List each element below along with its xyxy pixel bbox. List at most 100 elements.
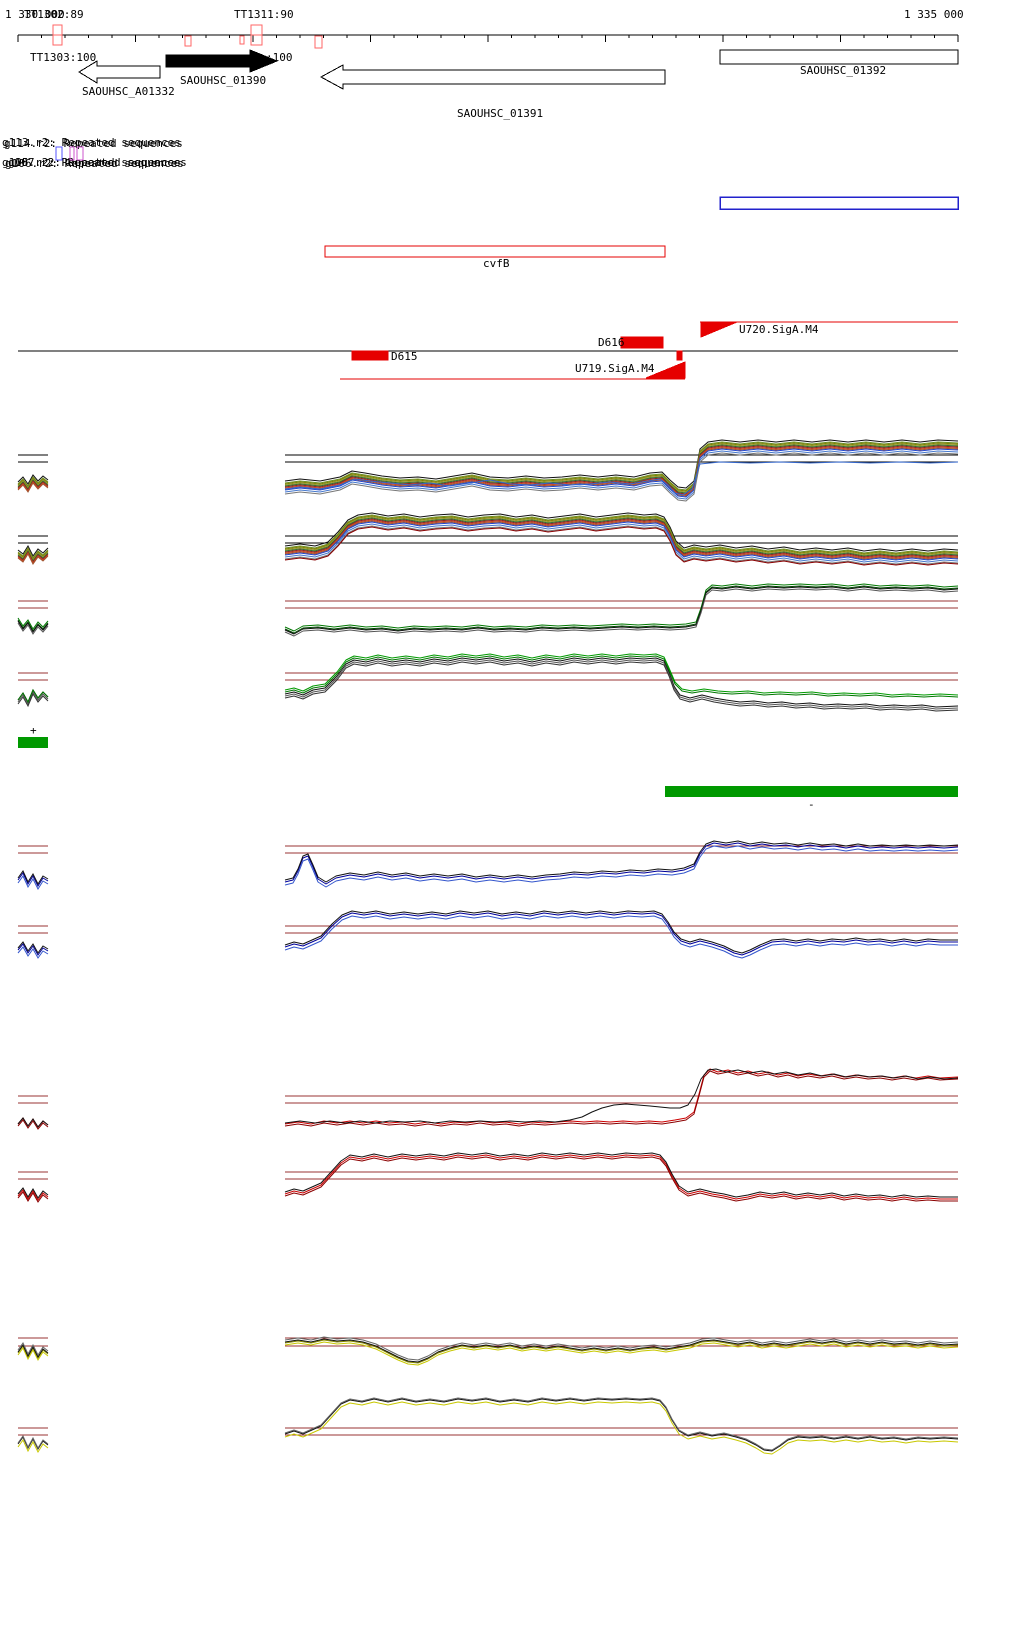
mini-series-line bbox=[17, 622, 49, 635]
ruler-feature-marker[interactable] bbox=[52, 34, 63, 46]
expression-track-yellow-down[interactable] bbox=[17, 1397, 959, 1455]
plus-strand-box[interactable] bbox=[18, 737, 48, 748]
expression-track-green-down[interactable] bbox=[17, 653, 959, 712]
series-line bbox=[284, 1397, 959, 1451]
gene-glyph[interactable] bbox=[165, 49, 279, 73]
series-line bbox=[284, 526, 959, 566]
terminator-box[interactable] bbox=[676, 350, 683, 361]
ruler-feature-marker[interactable] bbox=[250, 34, 263, 46]
mini-series-line bbox=[17, 875, 49, 891]
regulatory-label: U719.SigA.M4 bbox=[575, 362, 655, 375]
series-line bbox=[284, 661, 959, 712]
blue-feature-box[interactable] bbox=[719, 196, 959, 210]
gene-annotation-track[interactable]: SAOUHSC_A01332 SAOUHSC_01390 SAOUHSC_01391… bbox=[30, 49, 959, 120]
series-line bbox=[284, 448, 959, 498]
series-line bbox=[284, 441, 959, 491]
series-line bbox=[284, 1152, 958, 1198]
repeat-track-label: g107.r2: Repeated sequences bbox=[8, 156, 187, 169]
ruler-label: 1 335 000 bbox=[904, 8, 964, 21]
mini-series-line bbox=[17, 617, 49, 630]
gene-SAOUHSC_A01332[interactable]: SAOUHSC_A01332 bbox=[78, 60, 175, 98]
ruler-feature-marker[interactable] bbox=[52, 24, 63, 36]
series-line bbox=[284, 845, 959, 888]
expression-track-yellow-up[interactable] bbox=[17, 1336, 959, 1366]
expression-track-blue-up[interactable] bbox=[17, 840, 959, 891]
ruler-feature-marker[interactable] bbox=[239, 35, 245, 45]
expression-plot-tracks[interactable] bbox=[17, 439, 959, 1455]
mini-series-line bbox=[17, 943, 49, 956]
terminator-promoter-track[interactable]: D615 D616 U719.SigA.M4 U720.SigA.M4 bbox=[18, 321, 958, 380]
cvfb-label: cvfB bbox=[483, 257, 510, 270]
expression-track-green-up[interactable] bbox=[17, 583, 959, 637]
series-line bbox=[284, 515, 959, 555]
promoter-flag-icon[interactable] bbox=[700, 321, 738, 338]
series-line bbox=[284, 512, 959, 552]
mini-series-line bbox=[17, 620, 49, 633]
series-line bbox=[284, 1156, 958, 1202]
mini-series-line bbox=[17, 481, 49, 492]
series-line bbox=[284, 915, 958, 959]
expression-track-blue-down[interactable] bbox=[17, 910, 958, 959]
mini-series-line bbox=[17, 690, 49, 706]
minus-strand-bar[interactable] bbox=[665, 786, 958, 797]
repeat-box[interactable] bbox=[55, 146, 63, 161]
series-line bbox=[284, 1068, 959, 1124]
series-line bbox=[284, 655, 959, 698]
ruler-label: TT1311:90 bbox=[234, 8, 294, 21]
series-line bbox=[284, 514, 959, 554]
gene-SAOUHSC_01390[interactable]: SAOUHSC_01390 bbox=[165, 49, 279, 87]
repeat-track-label: g105.r2: Repeated sequences bbox=[2, 156, 181, 169]
mini-series-line bbox=[17, 1117, 49, 1128]
terminator-box[interactable] bbox=[351, 350, 389, 361]
expression-track-bundle-bottom[interactable] bbox=[17, 512, 959, 566]
ruler-label: TT1302:89 bbox=[24, 8, 84, 21]
repeat-box[interactable] bbox=[69, 146, 75, 161]
ruler-feature-marker[interactable] bbox=[184, 35, 192, 47]
ruler-feature-marker[interactable] bbox=[314, 35, 323, 49]
strand-indicator-track[interactable]: +- bbox=[18, 724, 958, 811]
mini-series-line bbox=[17, 480, 49, 491]
series-line bbox=[284, 842, 959, 885]
series-line bbox=[284, 840, 959, 883]
mini-series-line bbox=[17, 1119, 49, 1130]
gene-glyph[interactable] bbox=[78, 60, 161, 84]
ruler-feature-marker[interactable] bbox=[250, 24, 263, 36]
mini-series-line bbox=[17, 1435, 49, 1450]
expression-track-red-up[interactable] bbox=[17, 1068, 959, 1130]
series-line bbox=[284, 516, 959, 556]
gene-label: SAOUHSC_01391 bbox=[457, 107, 543, 120]
mini-series-line bbox=[17, 692, 49, 708]
series-line bbox=[284, 443, 959, 493]
feature-box-track[interactable]: cvfB bbox=[324, 196, 959, 270]
series-line bbox=[284, 657, 959, 708]
series-line bbox=[284, 1339, 959, 1364]
plus-strand-label: + bbox=[30, 724, 37, 737]
gene-SAOUHSC_01391[interactable]: SAOUHSC_01391 bbox=[319, 64, 666, 120]
repeat-box[interactable] bbox=[76, 146, 84, 161]
regulatory-label: D615 bbox=[391, 350, 418, 363]
series-line bbox=[284, 1336, 959, 1361]
terminator-box[interactable] bbox=[620, 336, 664, 349]
series-line bbox=[284, 585, 959, 634]
expression-track-bundle-top[interactable] bbox=[17, 439, 959, 502]
series-line bbox=[284, 912, 958, 956]
mini-series-line bbox=[17, 1187, 49, 1199]
gene-SAOUHSC_01392[interactable]: SAOUHSC_01392 bbox=[719, 49, 959, 77]
regulatory-label: D616 bbox=[598, 336, 625, 349]
mini-series-line bbox=[17, 941, 49, 954]
series-line bbox=[284, 523, 959, 563]
gene-glyph[interactable] bbox=[319, 64, 666, 90]
feature-id-label: :100 bbox=[266, 51, 293, 64]
gene-glyph[interactable] bbox=[719, 49, 959, 65]
expression-track-red-down[interactable] bbox=[17, 1152, 958, 1203]
repeat-track-label: g114.r2: Repeated sequences bbox=[4, 137, 183, 150]
series-line bbox=[284, 519, 959, 559]
series-line bbox=[284, 446, 959, 496]
mini-series-line bbox=[17, 552, 49, 565]
series-line bbox=[284, 588, 959, 637]
series-line bbox=[284, 910, 958, 954]
cvfb-feature-box[interactable] bbox=[324, 245, 666, 258]
promoter-flag-icon[interactable] bbox=[645, 361, 686, 379]
